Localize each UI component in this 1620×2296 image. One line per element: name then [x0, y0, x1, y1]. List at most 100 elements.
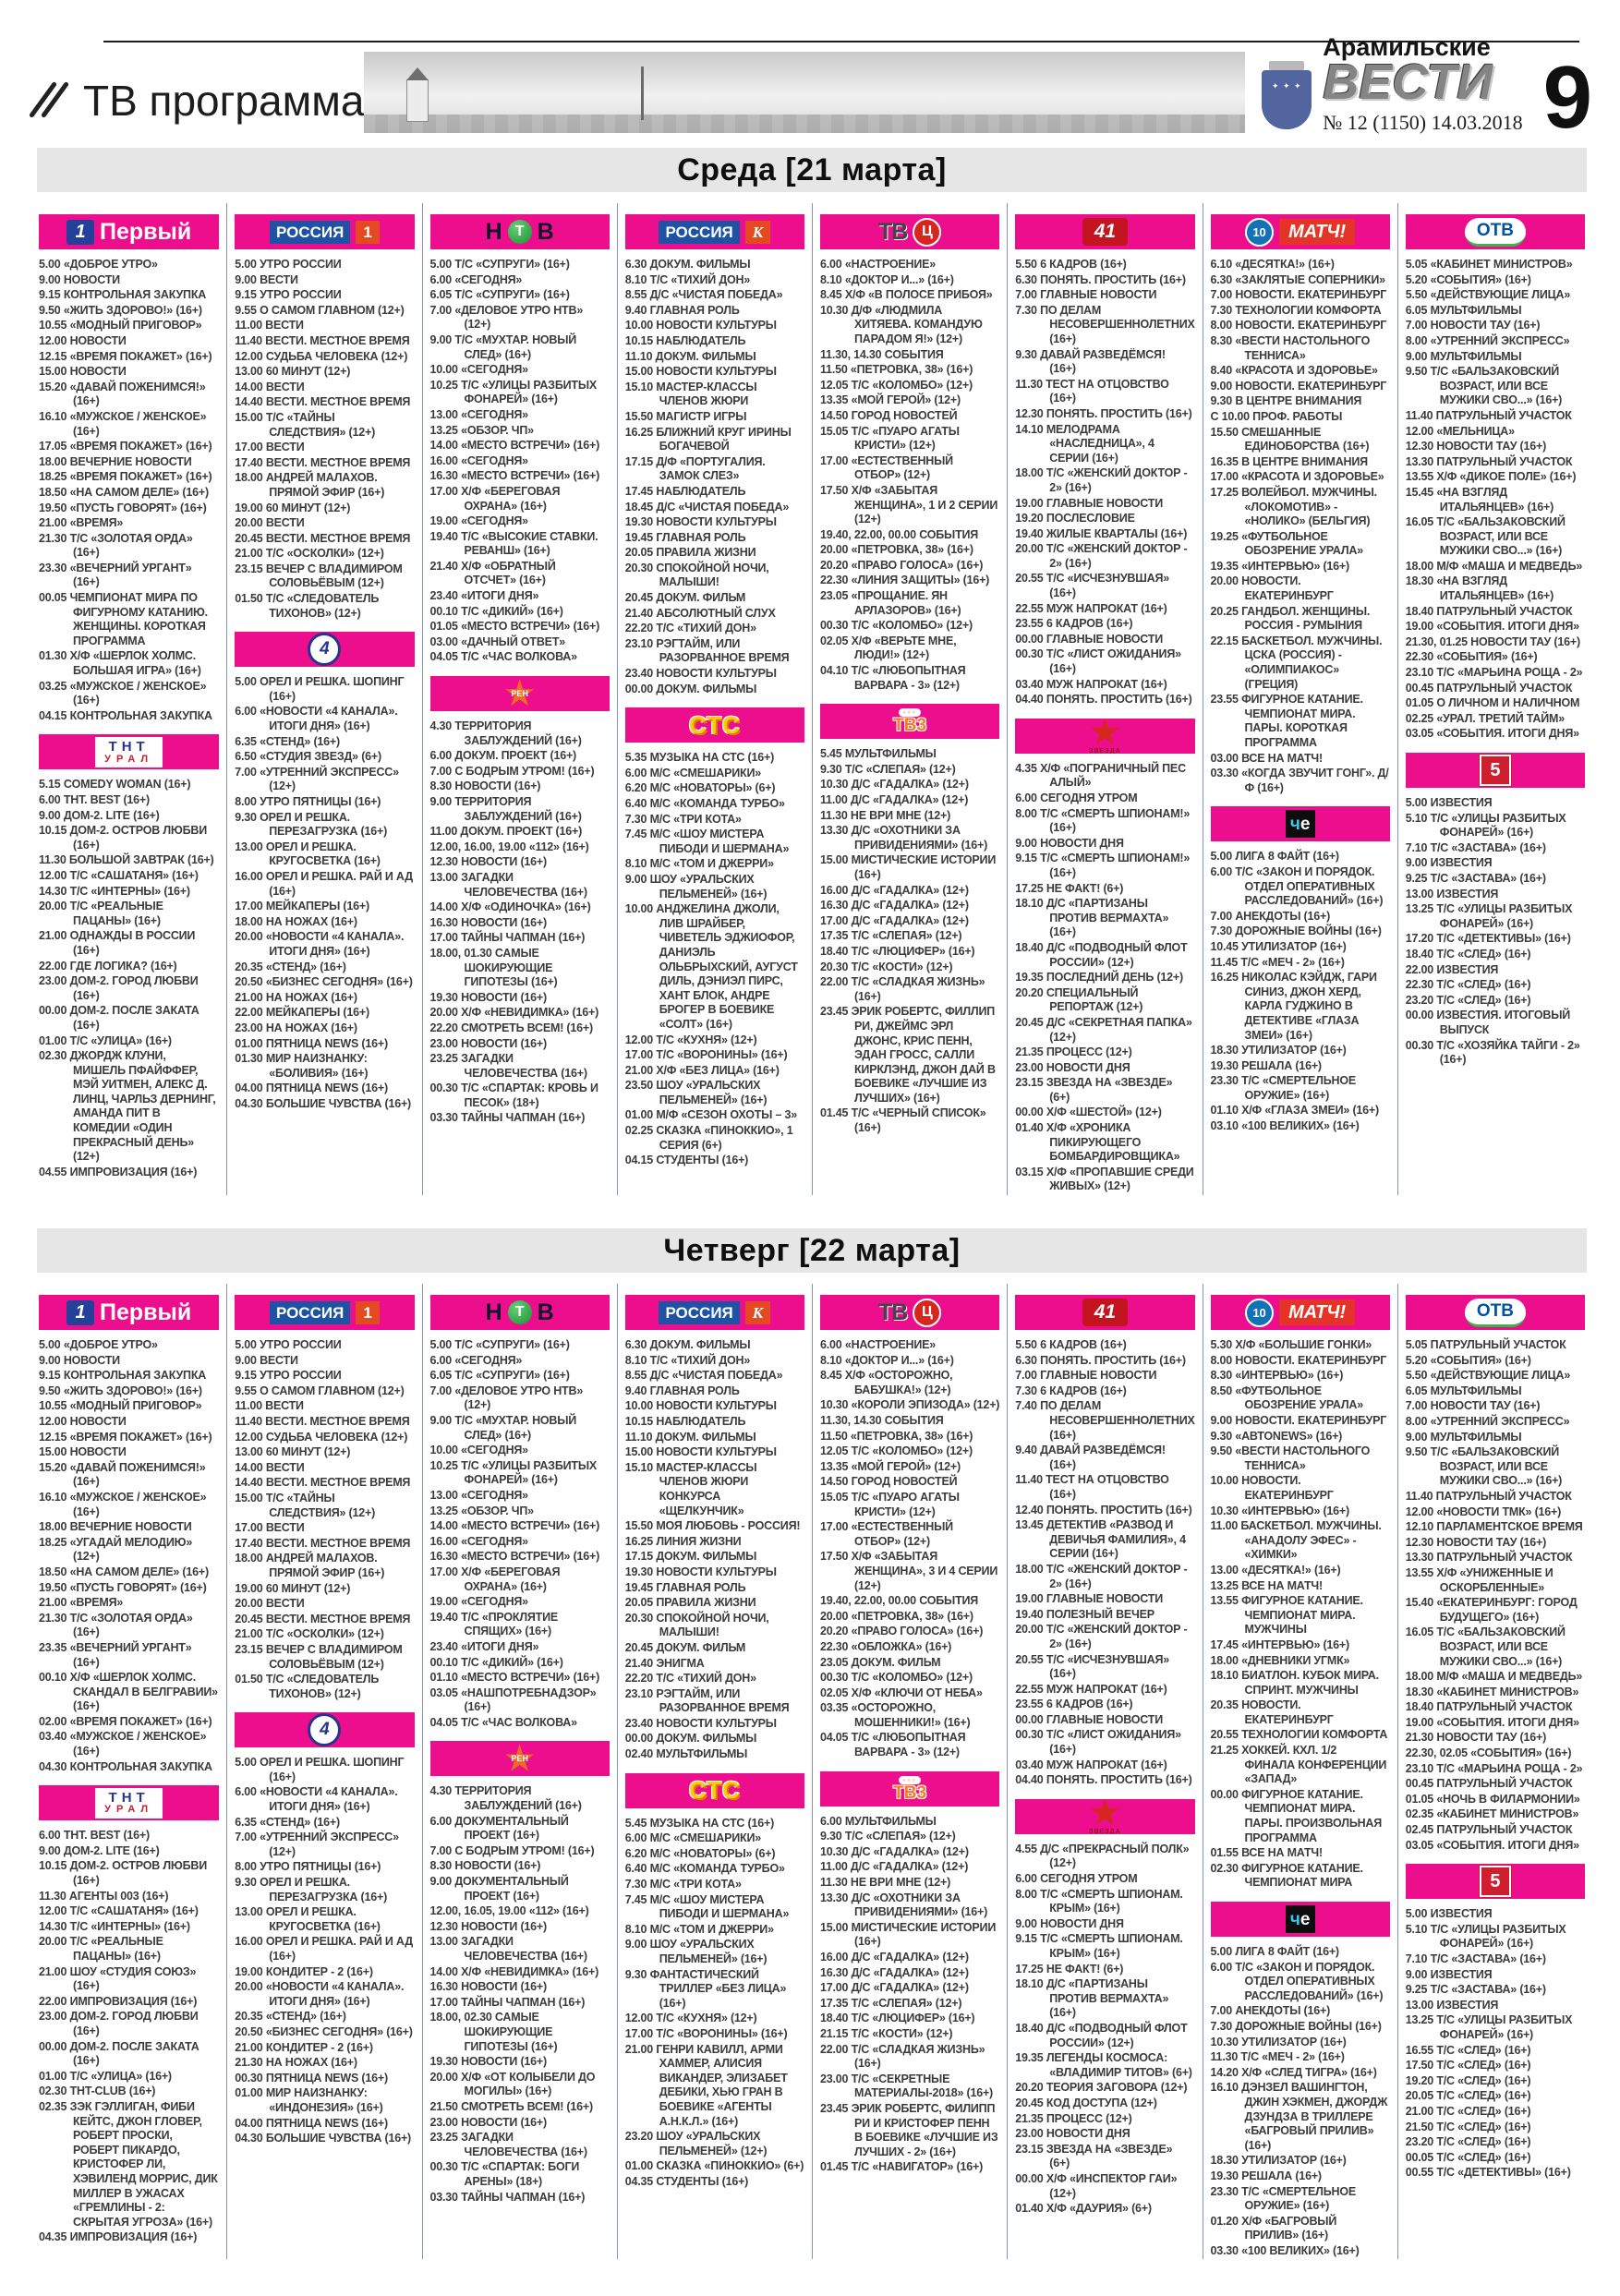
program-item: 6.05 Т/С «СУПРУГИ» (16+): [430, 1369, 610, 1384]
program-item: 20.00 Х/Ф «НЕВИДИМКА» (16+): [430, 1006, 610, 1021]
church-silhouette: [406, 67, 429, 122]
program-time: 11.30: [1015, 377, 1043, 391]
program-title: МУЖ НАПРОКАТ (16+): [1046, 601, 1167, 615]
program-item: 9.30 Т/С «СЛЕПАЯ» (12+): [820, 1830, 999, 1844]
program-item: 21.00 «ВРЕМЯ»: [39, 516, 219, 531]
program-time: 13.35: [820, 393, 849, 407]
program-item: 6.00 Т/С «ЗАКОН И ПОРЯДОК. ОТДЕЛ ОПЕРАТИ…: [1211, 865, 1390, 909]
program-time: 21.35: [1015, 1045, 1044, 1059]
program-title: «ПЕТРОВКА, 38» (16+): [850, 363, 973, 377]
program-time: 6.00: [820, 1338, 842, 1352]
program-title: «ЖИТЬ ЗДОРОВО!» (16+): [63, 303, 202, 317]
program-title: ПОНЯТЬ. ПРОСТИТЬ (16+): [1046, 1773, 1192, 1787]
program-time: 22.30: [820, 1639, 849, 1653]
program-time: 22.30: [1405, 978, 1434, 992]
program-item: 9.30 ДАВАЙ РАЗВЕДЁМСЯ! (16+): [1015, 348, 1194, 377]
program-item: 00.30 Т/С «КОЛОМБО» (12+): [820, 1671, 999, 1686]
program-time: 21.50: [1405, 2120, 1434, 2133]
program-item: 21.50 Т/С «СЛЕД» (16+): [1406, 2121, 1585, 2135]
program-title: «СТЕНД» (16+): [265, 2010, 346, 2024]
program-item: 7.30 ДОРОЖНЫЕ ВОЙНЫ (16+): [1211, 924, 1390, 939]
program-item: 19.00 «СОБЫТИЯ. ИТОГИ ДНЯ»: [1406, 620, 1585, 634]
program-title: Т/С «ДИКИЙ» (16+): [461, 604, 563, 618]
program-time: 18.00: [1210, 1653, 1239, 1667]
program-title: «МЕСТО ВСТРЕЧИ» (16+): [461, 1671, 600, 1685]
program-time: 16.05: [1405, 1625, 1434, 1639]
program-item: 17.15 ДОКУМ. ФИЛЬМЫ: [625, 1550, 804, 1565]
program-time: 20.20: [820, 558, 849, 572]
program-item: 7.00 НОВОСТИ ТАУ (16+): [1406, 1399, 1585, 1414]
program-list: 5.30 Х/Ф «БОЛЬШИЕ ГОНКИ» 8.00 НОВОСТИ. ЕК…: [1211, 1335, 1390, 1891]
program-item: 12.10 ПАРЛАМЕНТСКОЕ ВРЕМЯ: [1406, 1520, 1585, 1535]
rossiya-logo-text: РОССИЯ: [269, 1300, 351, 1324]
program-title: ИЗВЕСТИЯ: [1430, 1907, 1493, 1921]
program-item: 13.00 ИЗВЕСТИЯ: [1406, 1999, 1585, 2013]
channel-header-sts: СТС: [624, 1772, 804, 1808]
program-list: 4.30 ТЕРРИТОРИЯ ЗАБЛУЖДЕНИЙ (16+) 6.00 ДО…: [430, 717, 610, 1126]
tv3-logo: ◦◦◦ ТВ3: [893, 708, 926, 735]
program-item: 11.30, 14.30 СОБЫТИЯ: [820, 1414, 999, 1429]
program-time: 8.55: [624, 288, 647, 302]
program-time: 03.35: [820, 1701, 849, 1715]
channel-header-otv: ОТВ: [1405, 214, 1585, 249]
program-item: 03.30 ТАЙНЫ ЧАПМАН (16+): [430, 2191, 610, 2205]
program-title: Х/Ф «УНИЖЕННЫЕ И ОСКОРБЛЕННЫЕ»: [1436, 1565, 1554, 1594]
program-time: 11.00: [820, 1860, 848, 1874]
program-title: БЛИЖНИЙ КРУГ ИРИНЫ БОГАЧЕВОЙ: [656, 425, 792, 453]
program-title: НОВОСТИ ТАУ (16+): [1436, 1535, 1547, 1549]
program-list: 5.00 «ДОБРОЕ УТРО» 9.00 НОВОСТИ 9.15 КОНТР…: [39, 1335, 219, 1774]
program-item: 9.00 НОВОСТИ. ЕКАТЕРИНБУРГ: [1211, 1414, 1390, 1429]
program-time: 15.00: [820, 1920, 849, 1934]
program-title: «100 ВЕЛИКИХ» (16+): [1241, 2243, 1360, 2257]
program-title: «СЕГОДНЯ»: [461, 363, 528, 377]
program-time: 12.05: [820, 378, 849, 392]
program-title: МУЛЬТФИЛЬМЫ: [1430, 1430, 1522, 1444]
program-item: 10.30 Д/С «ГАДАЛКА» (12+): [820, 1845, 999, 1860]
program-title: ДОМ-2. LITE (16+): [63, 1843, 160, 1857]
program-item: 20.45 ДОКУМ. ФИЛЬМ: [625, 1641, 804, 1656]
program-title: МУЛЬТФИЛЬМЫ: [844, 747, 937, 761]
program-title: Т/С «ДИКИЙ» (16+): [461, 1655, 563, 1669]
program-time: 9.30: [1210, 394, 1233, 408]
program-title: Т/С «ТИХИЙ ДОН»: [649, 1353, 751, 1367]
program-item: 18.30 «НА ВЗГЛЯД ИТАЛЬЯНЦЕВ» (16+): [1406, 574, 1585, 603]
program-time: 8.10: [624, 272, 647, 286]
town-photo: [364, 52, 1246, 133]
program-item: 18.30 УТИЛИЗАТОР (16+): [1211, 1044, 1390, 1058]
program-time: 13.55: [1405, 470, 1434, 484]
program-title: ВОЛЕЙБОЛ. МУЖЧИНЫ. «ЛОКОМОТИВ» - «НОЛИКО…: [1241, 485, 1377, 528]
program-time: 01.40: [1015, 1121, 1044, 1135]
program-time: 14.00: [235, 1460, 263, 1474]
program-item: 5.30 Х/Ф «БОЛЬШИЕ ГОНКИ»: [1211, 1338, 1390, 1353]
program-time: 19.30: [1210, 2169, 1239, 2182]
program-time: 15.05: [820, 1490, 849, 1504]
program-title: Т/С «ЗАСТАВА» (16+): [1430, 840, 1546, 854]
program-time: 18.00: [1405, 1670, 1434, 1684]
program-time: 23.00: [429, 2115, 458, 2129]
program-title: МУЖ НАПРОКАТ (16+): [1046, 1758, 1167, 1771]
program-title: Х/Ф «ПРОПАВШИЕ СРЕДИ ЖИВЫХ» (12+): [1046, 1165, 1194, 1193]
program-item: 23.55 ФИГУРНОЕ КАТАНИЕ. ЧЕМПИОНАТ МИРА. …: [1211, 693, 1390, 750]
program-time: 11.00: [235, 319, 262, 332]
program-time: 17.50: [820, 1550, 849, 1564]
program-title: Т/С «ВОРОНИНЫ» (16+): [656, 1048, 788, 1062]
program-time: 9.50: [39, 303, 61, 317]
program-item: 22.00 МЕЙКАПЕРЫ (16+): [235, 1006, 414, 1021]
program-title: «ФУТБОЛЬНОЕ ОБОЗРЕНИЕ УРАЛА»: [1241, 529, 1364, 558]
program-time: 20.00: [39, 1935, 67, 1949]
program-title: Т/С «КУХНЯ» (12+): [656, 1033, 757, 1046]
program-title: ДОРОЖНЫЕ ВОЙНЫ (16+): [1235, 2019, 1382, 2033]
program-title: М/С «КОМАНДА ТУРБО»: [649, 1862, 785, 1876]
ren-logo-text: РЕН: [511, 1754, 528, 1764]
program-time: 20.30: [820, 960, 849, 973]
program-time: 9.00: [39, 272, 61, 286]
program-item: 03.00 «ДАЧНЫЙ ОТВЕТ»: [430, 635, 610, 650]
match-10-badge: 10: [1245, 217, 1275, 247]
program-title: БАСКЕТБОЛ. МУЖЧИНЫ. «АНАДОЛУ ЭФЕС» - «ХИ…: [1240, 1519, 1382, 1562]
program-time: 23.05: [820, 589, 849, 603]
program-time: 6.00: [1015, 792, 1037, 804]
program-title: ТЕХНОЛОГИИ КОМФОРТА: [1241, 1728, 1388, 1742]
program-item: 13.00 ОРЕЛ И РЕШКА. КРУГОСВЕТКА (16+): [235, 1905, 414, 1934]
program-time: 23.20: [1405, 993, 1434, 1007]
